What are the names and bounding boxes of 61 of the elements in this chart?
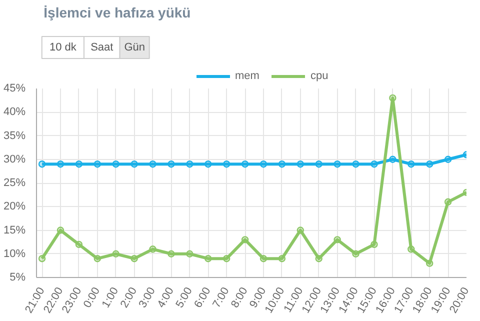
point: [352, 160, 360, 168]
y-tick-label: 25%: [3, 177, 26, 189]
point: [130, 160, 138, 168]
y-tick-label: 30%: [3, 153, 26, 166]
point: [38, 160, 46, 168]
point: [94, 160, 101, 168]
point: [94, 255, 101, 262]
point: [315, 160, 322, 168]
point: [296, 160, 304, 168]
legend-label: cpu: [310, 70, 330, 82]
point: [222, 160, 230, 168]
point: [389, 94, 396, 102]
y-tick-label: 40%: [3, 106, 26, 118]
point: [204, 255, 212, 262]
point: [260, 255, 268, 262]
y-tick-label: 45%: [3, 82, 26, 94]
y-tick-label: 10%: [3, 248, 26, 260]
y-tick-label: 15%: [3, 224, 26, 236]
point: [38, 255, 46, 262]
point: [149, 246, 156, 253]
text: Gün: [124, 42, 145, 54]
point: [315, 255, 322, 262]
chart-title: İşlemci ve hafıza yükü: [44, 4, 191, 20]
y-tick-label: 5%: [10, 272, 26, 284]
point: [168, 160, 175, 168]
point: [426, 160, 434, 168]
point: [352, 250, 360, 258]
point: [168, 250, 175, 258]
point: [296, 226, 304, 234]
point: [408, 246, 415, 253]
point: [112, 250, 120, 258]
point: [56, 160, 64, 168]
point: [186, 250, 194, 258]
point: [444, 156, 452, 163]
point: [389, 156, 396, 163]
point: [75, 160, 83, 168]
point: [278, 160, 286, 168]
point: [334, 160, 341, 168]
point: [426, 260, 434, 267]
point: [241, 236, 249, 244]
point: [370, 240, 378, 248]
point: [370, 160, 378, 168]
point: [260, 160, 268, 168]
legend-label: mem: [235, 70, 260, 82]
point: [444, 198, 452, 206]
point: [56, 226, 64, 234]
point: [75, 240, 83, 248]
point: [278, 255, 286, 262]
point: [222, 255, 230, 262]
point: [408, 160, 415, 168]
point: [130, 255, 138, 262]
point: [204, 160, 212, 168]
y-tick-label: 20%: [3, 200, 26, 213]
point: [112, 160, 120, 168]
point: [334, 236, 341, 244]
text: Saat: [90, 42, 114, 54]
point: [186, 160, 194, 168]
text: 10 dk: [49, 42, 77, 54]
y-tick-label: 35%: [3, 130, 26, 142]
point: [149, 160, 156, 168]
point: [241, 160, 249, 168]
